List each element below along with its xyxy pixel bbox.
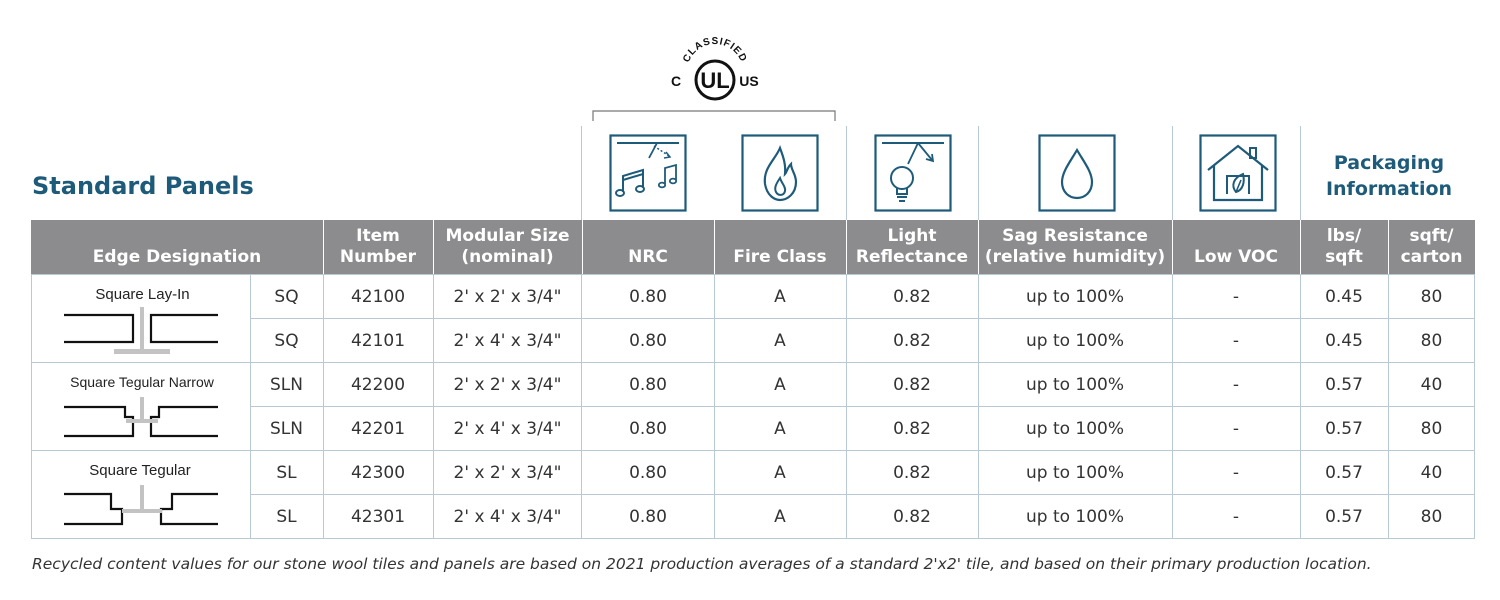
square-tegular-narrow-profile-icon (64, 397, 218, 438)
column-header-sag-resistance: Sag Resistance (relative humidity) (984, 226, 1166, 267)
column-header-edge-designation: Edge Designation (92, 247, 262, 267)
cell-low-voc: - (1232, 419, 1240, 439)
cell-edge-code: SL (276, 507, 297, 527)
cell-sqft-carton: 40 (1420, 375, 1443, 395)
cell-light-reflectance: 0.82 (893, 287, 931, 307)
cell-low-voc: - (1232, 375, 1240, 395)
cell-item-number: 42100 (350, 287, 406, 307)
cell-fire-class: A (774, 331, 786, 351)
cell-sag-resistance: up to 100% (1025, 331, 1125, 351)
cell-fire-class: A (774, 507, 786, 527)
cell-modular-size: 2' x 4' x 3/4" (453, 331, 562, 351)
cell-item-number: 42101 (350, 331, 406, 351)
cell-edge-code: SQ (274, 287, 299, 307)
ul-right-text: US (739, 73, 758, 89)
cell-fire-class: A (774, 419, 786, 439)
ul-center-text: UL (700, 68, 729, 93)
icon-divider (1172, 126, 1173, 220)
column-header-nrc: NRC (628, 247, 668, 267)
ul-left-text: C (671, 73, 681, 89)
icon-divider (978, 126, 979, 220)
cell-edge-code: SLN (270, 419, 303, 439)
cell-edge-code: SL (276, 463, 297, 483)
cell-lbs-sqft: 0.45 (1325, 331, 1363, 351)
cell-low-voc: - (1232, 463, 1240, 483)
cell-modular-size: 2' x 4' x 3/4" (453, 419, 562, 439)
cell-modular-size: 2' x 2' x 3/4" (453, 287, 562, 307)
cell-light-reflectance: 0.82 (893, 375, 931, 395)
edge-name-square-tegular-narrow: Square Tegular Narrow (70, 374, 214, 390)
cell-lbs-sqft: 0.45 (1325, 287, 1363, 307)
packaging-information-header: Packaging Information (1306, 150, 1472, 202)
edge-name-square-lay-in: Square Lay-In (95, 286, 190, 303)
cell-sqft-carton: 80 (1420, 419, 1443, 439)
ul-classified-logo: CLASSIFIED UL C US (671, 36, 759, 101)
column-header-item-number: Item Number (339, 226, 417, 267)
cell-light-reflectance: 0.82 (893, 331, 931, 351)
cell-sqft-carton: 80 (1420, 331, 1443, 351)
cell-item-number: 42200 (350, 375, 406, 395)
footnote: Recycled content values for our stone wo… (32, 555, 1372, 573)
cell-sag-resistance: up to 100% (1025, 287, 1125, 307)
cell-modular-size: 2' x 2' x 3/4" (453, 463, 562, 483)
column-header-fire-class: Fire Class (733, 247, 827, 267)
acoustic-icon (609, 134, 687, 212)
cell-lbs-sqft: 0.57 (1325, 419, 1363, 439)
page-title: Standard Panels (32, 172, 254, 200)
square-tegular-profile-icon (64, 485, 218, 526)
cell-light-reflectance: 0.82 (893, 507, 931, 527)
cell-low-voc: - (1232, 507, 1240, 527)
cell-edge-code: SLN (270, 375, 303, 395)
cell-light-reflectance: 0.82 (893, 419, 931, 439)
cell-lbs-sqft: 0.57 (1325, 463, 1363, 483)
cell-low-voc: - (1232, 331, 1240, 351)
cell-fire-class: A (774, 463, 786, 483)
cell-nrc: 0.80 (629, 463, 667, 483)
light-reflectance-icon (874, 134, 952, 212)
cell-lbs-sqft: 0.57 (1325, 507, 1363, 527)
icon-divider (846, 126, 847, 220)
cell-lbs-sqft: 0.57 (1325, 375, 1363, 395)
cell-nrc: 0.80 (629, 375, 667, 395)
icon-divider (581, 126, 582, 220)
cell-light-reflectance: 0.82 (893, 463, 931, 483)
cell-nrc: 0.80 (629, 419, 667, 439)
column-header-low-voc: Low VOC (1194, 247, 1278, 267)
water-drop-icon (1038, 134, 1116, 212)
flame-icon (741, 134, 819, 212)
cell-nrc: 0.80 (629, 287, 667, 307)
column-header-modular-size: Modular Size (nominal) (445, 226, 570, 267)
cell-sqft-carton: 40 (1420, 463, 1443, 483)
cell-sag-resistance: up to 100% (1025, 419, 1125, 439)
cell-nrc: 0.80 (629, 507, 667, 527)
cell-sag-resistance: up to 100% (1025, 375, 1125, 395)
cell-item-number: 42300 (350, 463, 406, 483)
cell-nrc: 0.80 (629, 331, 667, 351)
packaging-header-line-2: Information (1325, 178, 1453, 200)
cell-sqft-carton: 80 (1420, 287, 1443, 307)
cell-fire-class: A (774, 375, 786, 395)
cell-modular-size: 2' x 4' x 3/4" (453, 507, 562, 527)
cell-sag-resistance: up to 100% (1025, 507, 1125, 527)
cell-edge-code: SQ (274, 331, 299, 351)
cell-fire-class: A (774, 287, 786, 307)
certification-bracket (592, 110, 836, 121)
house-leaf-icon (1199, 134, 1277, 212)
cell-modular-size: 2' x 2' x 3/4" (453, 375, 562, 395)
column-header-lbs-sqft: lbs/sqft (1325, 226, 1363, 267)
edge-name-square-tegular: Square Tegular (89, 462, 191, 479)
packaging-header-line-1: Packaging (1333, 152, 1445, 174)
cell-sqft-carton: 80 (1420, 507, 1443, 527)
cell-item-number: 42301 (350, 507, 406, 527)
cell-sag-resistance: up to 100% (1025, 463, 1125, 483)
cell-item-number: 42201 (350, 419, 406, 439)
icon-divider (1300, 126, 1301, 220)
column-header-sqft-carton: sqft/carton (1400, 226, 1463, 267)
column-header-light-reflectance: Light Reflectance (855, 226, 969, 267)
table-header-bar (31, 220, 1475, 274)
square-lay-in-profile-icon (64, 307, 218, 354)
cell-low-voc: - (1232, 287, 1240, 307)
